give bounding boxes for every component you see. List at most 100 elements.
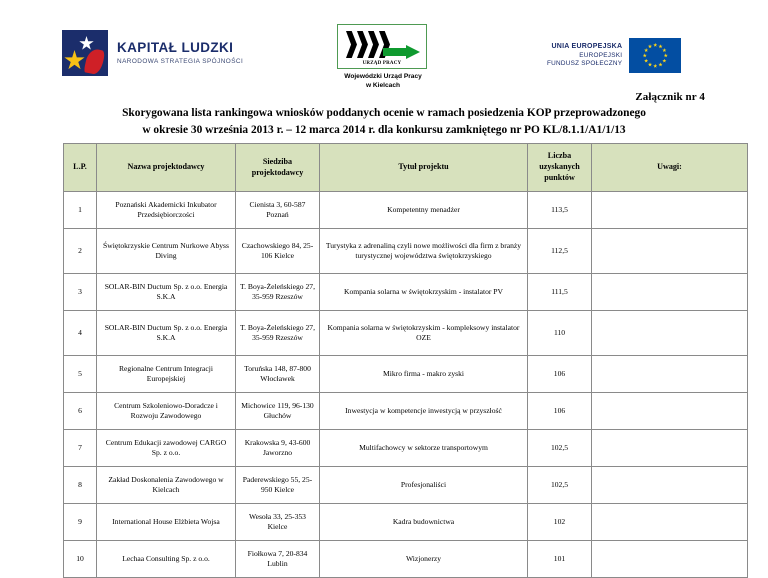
cell-name: International House Elżbieta Wojsa — [96, 503, 236, 541]
table-header-row: L.P. Nazwa projektodawcy Siedziba projek… — [63, 143, 748, 192]
table-row: 9 International House Elżbieta Wojsa Wesoł… — [63, 503, 748, 541]
column-header-points: Liczba uzyskanych punktów — [527, 143, 592, 192]
cell-notes — [591, 503, 748, 541]
cell-title: Kompetentny menadżer — [319, 191, 528, 229]
column-header-seat-line2: projektodawcy — [251, 167, 304, 177]
cell-notes — [591, 540, 748, 578]
cell-points: 113,5 — [527, 191, 592, 229]
wup-arrow-logo-icon: URZĄD PRACY — [337, 24, 427, 69]
table-row: 1 Poznański Akademicki Inkubator Przedsię… — [63, 191, 748, 229]
eu-line2: EUROPEJSKI — [579, 51, 623, 59]
cell-notes — [591, 392, 748, 430]
eu-star-icon — [647, 62, 653, 67]
cell-name: Regionalne Centrum Integracji Europejski… — [96, 355, 236, 393]
eu-star-icon — [653, 63, 658, 68]
eu-star-icon — [662, 58, 667, 63]
eu-flag-icon — [629, 38, 682, 73]
cell-points: 102,5 — [527, 466, 592, 504]
eu-star-icon — [644, 58, 649, 63]
cell-notes — [591, 310, 748, 356]
cell-lp: 6 — [63, 392, 97, 430]
wup-kielce-logo: URZĄD PRACY Wojewódzki Urząd Pracy w Kie… — [337, 24, 429, 91]
cell-notes — [591, 191, 748, 229]
column-header-title: Tytuł projektu — [319, 143, 528, 192]
eu-line3: FUNDUSZ SPOŁECZNY — [547, 60, 623, 68]
column-header-seat: Siedziba projektodawcy — [235, 143, 320, 192]
page-title: Skorygowana lista rankingowa wniosków po… — [63, 105, 705, 139]
cell-name: SOLAR-BIN Ductum Sp. z o.o. Energia S.K.… — [96, 310, 236, 356]
cell-points: 102,5 — [527, 429, 592, 467]
cell-name: Świętokrzyskie Centrum Nurkowe Abyss Div… — [96, 228, 236, 274]
cell-points: 110 — [527, 310, 592, 356]
cell-points: 112,5 — [527, 228, 592, 274]
column-header-points-line3: punktów — [544, 172, 575, 182]
header-logo-band: KAPITAŁ LUDZKI NARODOWA STRATEGIA SPÓJNO… — [0, 0, 768, 92]
table-body: 1 Poznański Akademicki Inkubator Przedsię… — [63, 191, 748, 578]
attachment-number: Załącznik nr 4 — [635, 91, 705, 103]
cell-title: Kompania solarna w świętokrzyskim - inst… — [319, 273, 528, 311]
ranking-table: L.P. Nazwa projektodawcy Siedziba projek… — [63, 143, 748, 578]
cell-lp: 5 — [63, 355, 97, 393]
kapital-ludzki-subtitle: NARODOWA STRATEGIA SPÓJNOŚCI — [117, 57, 244, 65]
cell-seat: T. Boya-Żeleńskiego 27, 35-959 Rzeszów — [235, 310, 320, 356]
table-row: 6 Centrum Szkoleniowo-Doradcze i Rozwoju … — [63, 392, 748, 430]
wup-mark-text: URZĄD PRACY — [362, 61, 402, 66]
cell-title: Inwestycja w kompetencje inwestycją w pr… — [319, 392, 528, 430]
cell-title: Turystyka z adrenaliną czyli nowe możliw… — [319, 228, 528, 274]
cell-points: 111,5 — [527, 273, 592, 311]
cell-notes — [591, 429, 748, 467]
cell-notes — [591, 228, 748, 274]
cell-lp: 8 — [63, 466, 97, 504]
cell-points: 106 — [527, 392, 592, 430]
page-title-line1: Skorygowana lista rankingowa wniosków po… — [122, 107, 646, 119]
kapital-ludzki-logo: KAPITAŁ LUDZKI NARODOWA STRATEGIA SPÓJNO… — [62, 30, 243, 76]
page-title-line2: w okresie 30 września 2013 r. – 12 marca… — [142, 124, 626, 137]
cell-title: Wizjonerzy — [319, 540, 528, 578]
cell-lp: 7 — [63, 429, 97, 467]
cell-lp: 2 — [63, 228, 97, 274]
cell-title: Multifachowcy w sektorze transportowym — [319, 429, 528, 467]
cell-points: 102 — [527, 503, 592, 541]
wup-caption-line2: w Kielcach — [365, 81, 401, 89]
table-row: 5 Regionalne Centrum Integracji Europejsk… — [63, 355, 748, 393]
table-row: 3 SOLAR-BIN Ductum Sp. z o.o. Energia S.K… — [63, 273, 748, 311]
cell-seat: Czachowskiego 84, 25-106 Kielce — [235, 228, 320, 274]
cell-notes — [591, 466, 748, 504]
cell-seat: Fiołkowa 7, 20-834 Lublin — [235, 540, 320, 578]
kapital-ludzki-text: KAPITAŁ LUDZKI NARODOWA STRATEGIA SPÓJNO… — [117, 40, 244, 65]
eu-star-icon — [658, 44, 663, 49]
cell-lp: 1 — [63, 191, 97, 229]
cell-name: Centrum Edukacji zawodowej CARGO Sp. z o… — [96, 429, 236, 467]
column-header-seat-line1: Siedziba — [262, 156, 293, 166]
cell-name: Centrum Szkoleniowo-Doradcze i Rozwoju Z… — [96, 392, 236, 430]
wup-caption: Wojewódzki Urząd Pracy w Kielcach — [337, 73, 429, 91]
kapital-ludzki-stars-logo-icon — [62, 30, 108, 76]
cell-lp: 9 — [63, 503, 97, 541]
cell-lp: 10 — [63, 540, 97, 578]
cell-points: 101 — [527, 540, 592, 578]
eu-star-icon — [642, 53, 647, 58]
cell-title: Kompania solarna w świętokrzyskim - komp… — [319, 310, 528, 356]
yellow-star-icon — [64, 50, 85, 70]
cell-points: 106 — [527, 355, 592, 393]
chevron-icon — [357, 31, 368, 58]
cell-name: Poznański Akademicki Inkubator Przedsięb… — [96, 191, 236, 229]
eu-text: UNIA EUROPEJSKA EUROPEJSKI FUNDUSZ SPOŁE… — [547, 42, 622, 68]
white-star-icon — [79, 36, 94, 50]
cell-title: Kadra budownictwa — [319, 503, 528, 541]
wup-caption-line1: Wojewódzki Urząd Pracy — [344, 73, 422, 80]
chevron-icon — [346, 31, 357, 58]
column-header-points-line2: uzyskanych — [539, 162, 580, 172]
cell-seat: Toruńska 148, 87-800 Włocławek — [235, 355, 320, 393]
red-swoosh-icon — [83, 47, 106, 76]
cell-notes — [591, 273, 748, 311]
cell-seat: Cienista 3, 60-587 Poznań — [235, 191, 320, 229]
cell-title: Profesjonaliści — [319, 466, 528, 504]
cell-seat: Krakowska 9, 43-600 Jaworzno — [235, 429, 320, 467]
column-header-lp: L.P. — [63, 143, 97, 192]
column-header-notes: Uwagi: — [591, 143, 748, 192]
chevron-icon — [368, 31, 379, 58]
chevron-icon — [379, 31, 390, 58]
table-header: L.P. Nazwa projektodawcy Siedziba projek… — [63, 143, 748, 192]
eu-star-icon — [658, 62, 663, 67]
